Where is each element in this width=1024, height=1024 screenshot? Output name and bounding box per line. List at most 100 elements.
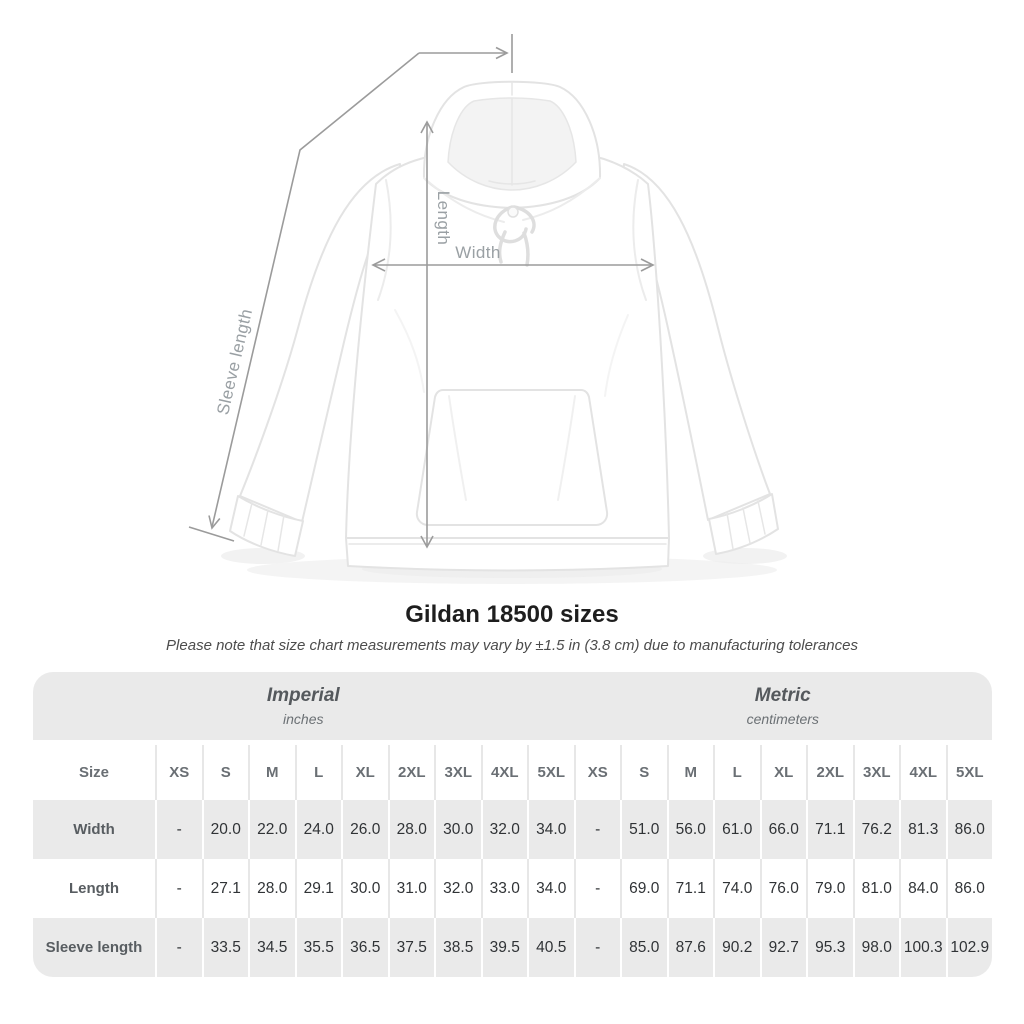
measurement-row-width: Width -20.0 22.0 24.0 26.0 28.0 30.0 32.0 34.0-5… <box>33 800 992 859</box>
size-header-5xl-imperial: 5XL <box>527 745 574 800</box>
measurement-value: 98.0 <box>852 918 899 977</box>
measurement-value: 84.0 <box>899 859 946 918</box>
measurement-value: 34.0 <box>527 859 574 918</box>
measurement-value: 76.0 <box>759 859 806 918</box>
imperial-sublabel: inches <box>283 711 324 727</box>
measurement-value: 85.0 <box>620 918 667 977</box>
tolerance-note: Please note that size chart measurements… <box>166 637 858 654</box>
size-header-xl-metric: XL <box>759 745 806 800</box>
measurement-value: 30.0 <box>341 859 388 918</box>
measurement-value: 66.0 <box>759 800 806 859</box>
measurement-value: 40.5 <box>527 918 574 977</box>
size-header-m-imperial: M <box>248 745 295 800</box>
measurement-value: 32.0 <box>480 800 527 859</box>
length-label: Length <box>434 191 453 245</box>
measurement-value: 22.0 <box>248 800 295 859</box>
metric-group-header: Metric centimeters <box>573 672 992 745</box>
measurement-row-length: Length -27.1 28.0 29.1 30.0 31.0 32.0 33.0 34.0-… <box>33 859 992 918</box>
size-header-2xl-imperial: 2XL <box>387 745 434 800</box>
measurement-value: 34.0 <box>527 800 574 859</box>
measurement-value: 87.6 <box>666 918 713 977</box>
size-table: Imperial inches Metric centimeters Size … <box>33 672 992 977</box>
size-header-row: Size XS S M L XL 2XL 3XL 4XL 5XL XS S M L XL 2XL 3XL 4XL… <box>33 745 992 800</box>
length-line <box>420 120 434 549</box>
measurement-value: 24.0 <box>294 800 341 859</box>
imperial-label: Imperial <box>266 685 340 706</box>
measurement-value: 31.0 <box>387 859 434 918</box>
measurement-value: 32.0 <box>434 859 481 918</box>
row-label: Length <box>33 859 155 918</box>
measurement-value: 69.0 <box>620 859 667 918</box>
measurement-value: 79.0 <box>806 859 853 918</box>
size-header-s-metric: S <box>620 745 667 800</box>
measurement-value: 74.0 <box>713 859 760 918</box>
measurement-value: 28.0 <box>387 800 434 859</box>
size-header-4xl-metric: 4XL <box>899 745 946 800</box>
measurement-value: 102.9 <box>945 918 992 977</box>
measurement-value: 86.0 <box>945 859 992 918</box>
measurement-value: 61.0 <box>713 800 760 859</box>
metric-sublabel: centimeters <box>746 711 819 727</box>
measurement-value: 81.3 <box>899 800 946 859</box>
hoodie-illustration <box>229 80 779 572</box>
width-label: Width <box>455 243 500 262</box>
hoodie-figure: Sleeve length Length Width <box>188 34 787 584</box>
size-header-l-metric: L <box>713 745 760 800</box>
measurement-value: 51.0 <box>620 800 667 859</box>
measurement-value: 81.0 <box>852 859 899 918</box>
measurement-value: 35.5 <box>294 918 341 977</box>
measurement-value: 92.7 <box>759 918 806 977</box>
size-header-xs-metric: XS <box>573 745 620 800</box>
size-header-5xl-metric: 5XL <box>945 745 992 800</box>
measurement-value: - <box>155 800 202 859</box>
page-title: Gildan 18500 sizes <box>405 601 619 628</box>
measurement-value: 86.0 <box>945 800 992 859</box>
measurement-value: 29.1 <box>294 859 341 918</box>
size-header-xl-imperial: XL <box>341 745 388 800</box>
size-header-4xl-imperial: 4XL <box>480 745 527 800</box>
size-header-l-imperial: L <box>294 745 341 800</box>
measurement-value: 56.0 <box>666 800 713 859</box>
measurement-value: 100.3 <box>899 918 946 977</box>
measurement-value: 20.0 <box>201 800 248 859</box>
size-table-container: Imperial inches Metric centimeters Size … <box>33 672 992 977</box>
measurement-value: 76.2 <box>852 800 899 859</box>
measurement-value: - <box>155 859 202 918</box>
row-label: Width <box>33 800 155 859</box>
unit-group-row: Imperial inches Metric centimeters <box>33 672 992 745</box>
measurement-value: - <box>155 918 202 977</box>
measurement-value: 71.1 <box>806 800 853 859</box>
size-column-header: Size <box>33 745 155 800</box>
metric-label: Metric <box>754 685 811 706</box>
measurement-value: 36.5 <box>341 918 388 977</box>
measurement-value: 34.5 <box>248 918 295 977</box>
sleeve-length-line <box>188 46 509 542</box>
size-header-3xl-imperial: 3XL <box>434 745 481 800</box>
measurement-value: 95.3 <box>806 918 853 977</box>
measurement-row-sleeve-length: Sleeve length -33.5 34.5 35.5 36.5 37.5 38.5 39… <box>33 918 992 977</box>
size-table-body: Width -20.0 22.0 24.0 26.0 28.0 30.0 32.0 34.0-5… <box>33 800 992 977</box>
measurement-value: 33.0 <box>480 859 527 918</box>
width-line <box>371 258 655 272</box>
measurement-value: 39.5 <box>480 918 527 977</box>
measurement-value: 30.0 <box>434 800 481 859</box>
sleeve-length-label: Sleeve length <box>213 307 256 417</box>
size-header-3xl-metric: 3XL <box>852 745 899 800</box>
size-header-xs-imperial: XS <box>155 745 202 800</box>
measurement-value: 71.1 <box>666 859 713 918</box>
measurement-value: 38.5 <box>434 918 481 977</box>
size-header-m-metric: M <box>666 745 713 800</box>
measurement-value: - <box>573 800 620 859</box>
measurement-value: 33.5 <box>201 918 248 977</box>
measurement-value: 26.0 <box>341 800 388 859</box>
measurement-value: 90.2 <box>713 918 760 977</box>
measurement-value: - <box>573 918 620 977</box>
imperial-group-header: Imperial inches <box>33 672 574 745</box>
row-label: Sleeve length <box>33 918 155 977</box>
size-header-s-imperial: S <box>201 745 248 800</box>
measurement-value: - <box>573 859 620 918</box>
measurement-value: 37.5 <box>387 918 434 977</box>
measurement-value: 28.0 <box>248 859 295 918</box>
measurement-value: 27.1 <box>201 859 248 918</box>
